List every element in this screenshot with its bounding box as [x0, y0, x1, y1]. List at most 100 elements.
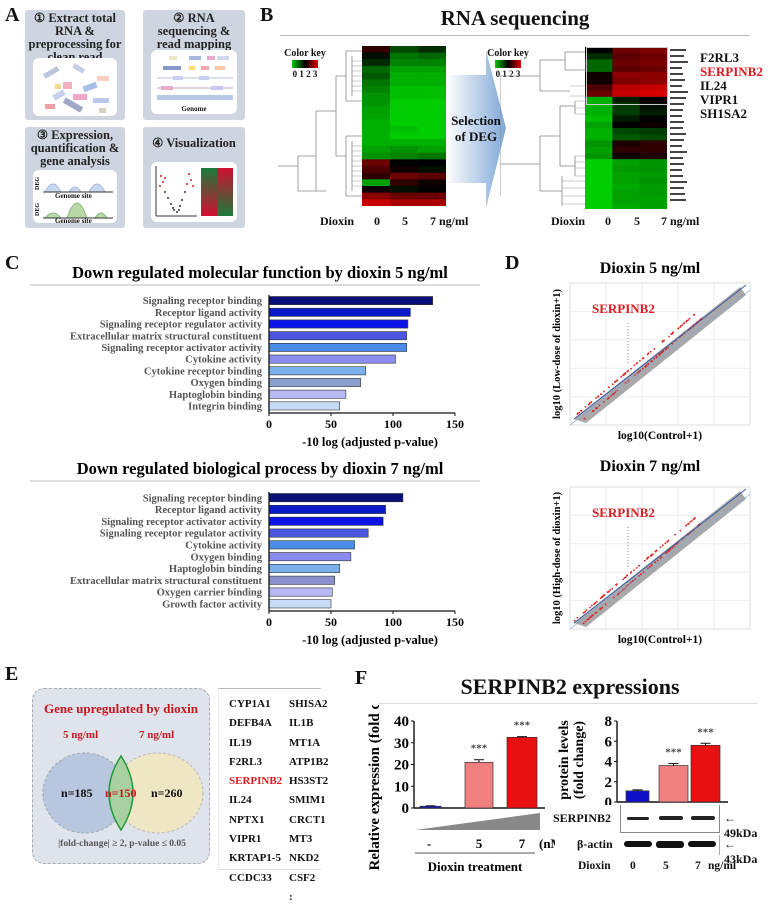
- heatmap-cell: [362, 126, 391, 134]
- scatter-plot-7ng: Dioxin 7 ng/ml SERPINB2 log10 (High-dose o…: [540, 455, 771, 650]
- scatter-point: [633, 364, 636, 367]
- step-2-box: ② RNA sequencing & read mapping Genome: [143, 10, 245, 120]
- scatter-point: [602, 594, 605, 597]
- gene-item: MT1A: [289, 736, 321, 749]
- regression-line: [573, 284, 747, 420]
- category-label: Cytokine activity: [185, 541, 262, 552]
- heatmap-cell: [362, 66, 391, 74]
- heatmap-cell: [418, 66, 446, 74]
- category-label: Integrin binding: [188, 402, 263, 413]
- heatmap-cell: [418, 46, 446, 54]
- heatmap-cell: [390, 52, 419, 60]
- scatter-point: [622, 578, 625, 581]
- heatmap-cell: [418, 99, 446, 107]
- bar: [690, 744, 721, 803]
- heatmap-cell: [362, 192, 391, 200]
- gene-peaks-icon: DEG DEG: [35, 177, 113, 219]
- scatter-point: [590, 604, 593, 607]
- rna-fragments-icon: [43, 63, 109, 113]
- category-label: Cytokine activity: [185, 355, 262, 366]
- scatter-point: [641, 357, 644, 360]
- diagonal-line: [569, 493, 751, 630]
- category-label: Haptoglobin binding: [169, 564, 263, 575]
- heatmap-cell: [585, 78, 613, 85]
- heatmap-cell: [418, 186, 446, 194]
- category-label: Haptoglobin binding: [169, 390, 263, 401]
- scatter-point: [584, 405, 587, 408]
- venn-circle-7ng: [112, 752, 204, 834]
- svg-text:DEG: DEG: [35, 177, 41, 190]
- scatter-point: [659, 546, 662, 549]
- gene-item: DEFB4A: [229, 717, 272, 730]
- scatter-point: [576, 616, 579, 619]
- heatmap-cell: [585, 71, 613, 79]
- gene-item: ATP1B2: [289, 755, 329, 768]
- dendrogram-right: [500, 51, 586, 206]
- heatmap-cell: [612, 159, 641, 166]
- scatter-title: Dioxin 5 ng/ml: [600, 260, 701, 277]
- scatter-point: [642, 571, 645, 574]
- scatter-point: [590, 401, 593, 403]
- scatter-point: [608, 386, 610, 389]
- serpinb2-blot: [620, 805, 720, 833]
- gene-item: NPTX1: [229, 813, 265, 826]
- color-key-label: Color key: [487, 48, 529, 59]
- category-label: Signaling receptor activator activity: [101, 343, 262, 354]
- of-deg-text: of DEG: [454, 129, 498, 144]
- dendrogram-left: [278, 50, 362, 197]
- actin-bands: [624, 841, 716, 848]
- gene-serpinb2: SERPINB2: [700, 64, 763, 79]
- bar: [268, 564, 340, 573]
- blot-size-49kda: ← 49kDa: [724, 811, 758, 840]
- scatter-plot-5ng: Dioxin 5 ng/ml SERPINB2 log10 (Low-dose of…: [540, 255, 771, 445]
- scatter-point: [576, 413, 579, 415]
- heatmap-cell: [612, 71, 641, 79]
- heatmap-cell: [639, 177, 667, 185]
- scatter-point: [649, 350, 652, 353]
- venn-diagram: [42, 752, 204, 834]
- regression-line: [573, 488, 747, 624]
- heatmap-cell: [612, 140, 641, 148]
- chart-title: Down regulated molecular function by dio…: [72, 263, 448, 282]
- heatmap-cell: [639, 134, 667, 141]
- heatmap-cell: [362, 186, 391, 194]
- scatter-point: [611, 587, 614, 590]
- dose-0: 0: [605, 214, 611, 228]
- x-axis-label: log10(Control+1): [618, 430, 702, 442]
- heatmap-cell: [418, 126, 446, 134]
- x-axis-label: log10(Control+1): [618, 634, 702, 646]
- scatter-point: [585, 609, 588, 612]
- volcano-heatmap-icon: [155, 166, 233, 217]
- scatter-point: [685, 319, 688, 322]
- scatter-point: [602, 401, 605, 403]
- heatmap-cell: [390, 66, 419, 74]
- scatter-point: [588, 616, 591, 619]
- y-tick-label: 30: [394, 736, 409, 752]
- heatmap-cell: [585, 115, 613, 123]
- scatter-point: [594, 612, 597, 614]
- heatmap-cell: [362, 179, 391, 187]
- heatmap-cell: [585, 152, 613, 160]
- serpinb2-title: SERPINB2 expressions: [460, 674, 680, 699]
- heatmap-cell: [362, 79, 391, 87]
- overlap-count: n=150: [105, 786, 137, 800]
- scatter-point: [679, 325, 682, 327]
- heatmap-deg: [585, 47, 667, 209]
- scatter-point: [667, 346, 670, 349]
- gene-item: KRTAP1-5: [229, 852, 281, 865]
- scatter-point: [615, 380, 618, 382]
- heatmap-cell: [390, 186, 419, 194]
- scatter-point: [661, 544, 664, 547]
- heatmap-cell: [639, 184, 667, 191]
- heatmap-cell: [639, 152, 667, 160]
- panel-label-e: E: [5, 663, 19, 685]
- heatmap-cell: [362, 119, 391, 127]
- y-tick-label: 10: [394, 779, 409, 795]
- scatter-point: [633, 569, 635, 572]
- heatmap-all-genes: [362, 46, 446, 206]
- category-label: Signaling receptor activator activity: [101, 517, 262, 528]
- scatter-point: [651, 360, 654, 362]
- x-tick-label: 100: [384, 615, 402, 629]
- heatmap-cell: [362, 166, 391, 174]
- heatmap-cell: [585, 59, 613, 67]
